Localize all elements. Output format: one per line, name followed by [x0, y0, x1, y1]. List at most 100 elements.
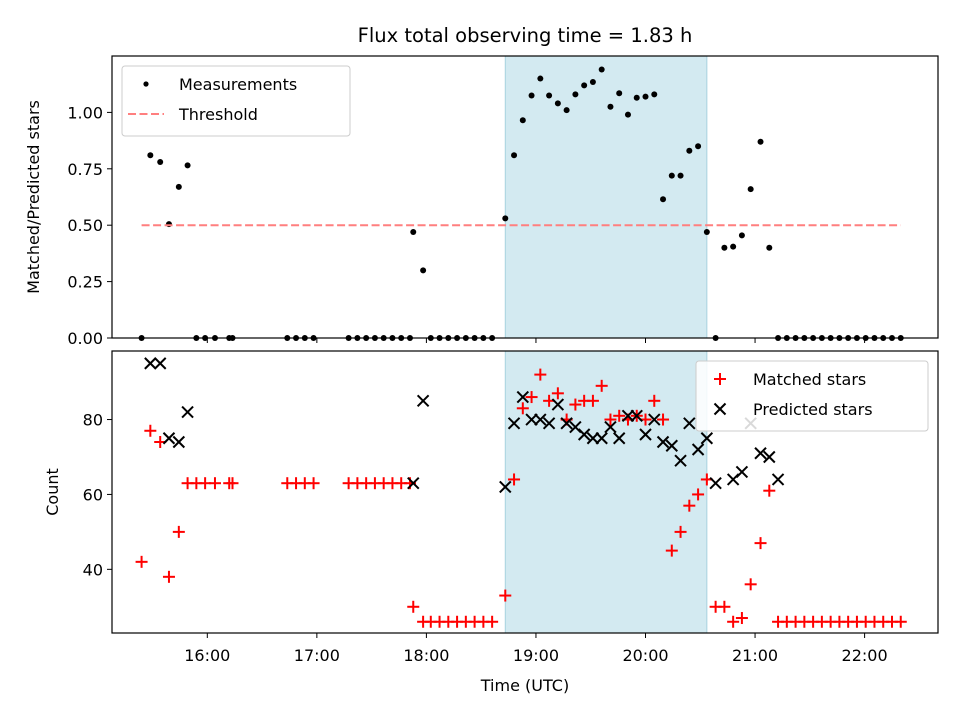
top-legend-label-measurements: Measurements [179, 75, 297, 94]
bottom-point-predicted-stars [604, 420, 617, 434]
bottom-point-predicted-stars [683, 417, 696, 430]
top-legend-label-threshold: Threshold [178, 105, 258, 124]
top-point-measurements [511, 152, 518, 159]
bottom-point-matched-stars [516, 402, 529, 415]
bottom-point-matched-stars [144, 424, 157, 437]
top-point-measurements [554, 100, 561, 107]
bottom-x-tick-label: 20:00 [622, 646, 668, 665]
bottom-point-predicted-stars [674, 454, 687, 467]
top-point-measurements [642, 93, 649, 100]
top-point-measurements [616, 90, 623, 97]
bottom-y-axis-label: Count [43, 468, 62, 516]
bottom-point-predicted-stars [771, 473, 785, 486]
bottom-point-matched-stars [718, 600, 731, 613]
bottom-series-matched-stars [135, 368, 907, 628]
bottom-point-matched-stars [208, 477, 221, 490]
top-point-measurements [633, 94, 640, 101]
bottom-point-predicted-stars [735, 465, 749, 479]
top-point-measurements [757, 138, 764, 145]
top-point-measurements [721, 244, 728, 251]
top-point-measurements [747, 186, 754, 193]
top-point-measurements [563, 107, 570, 114]
top-point-measurements [410, 228, 417, 235]
bottom-point-matched-stars [595, 379, 608, 392]
bottom-y-tick-label: 60 [83, 485, 103, 504]
bottom-point-predicted-stars [763, 450, 776, 464]
bottom-point-matched-stars [508, 473, 521, 486]
bottom-point-predicted-stars [499, 480, 512, 494]
bottom-point-matched-stars [665, 544, 678, 557]
top-y-tick-label: 0.75 [67, 160, 103, 179]
bottom-point-matched-stars [226, 477, 239, 490]
top-point-measurements [703, 228, 710, 235]
bottom-point-predicted-stars [656, 435, 670, 449]
top-y-tick-label: 0.25 [67, 273, 103, 292]
top-point-measurements [589, 78, 596, 85]
bottom-panel: 16:00 17:00 18:00 19:00 20:00 21:00 22:00 40 60 8… [83, 350, 939, 665]
top-legend-marker-measurements [143, 81, 149, 87]
bottom-point-matched-stars [407, 600, 420, 613]
bottom-x-tick-label: 19:00 [513, 646, 559, 665]
top-point-measurements [502, 215, 509, 222]
top-point-measurements [546, 92, 553, 99]
bottom-point-predicted-stars [551, 398, 565, 411]
bottom-legend-marker-predicted-stars [713, 402, 727, 416]
bottom-point-predicted-stars [648, 413, 661, 426]
bottom-point-matched-stars [894, 615, 907, 628]
bottom-x-tick-label: 21:00 [732, 646, 778, 665]
bottom-point-matched-stars [551, 387, 564, 400]
bottom-point-matched-stars [735, 612, 748, 625]
bottom-point-matched-stars [162, 570, 175, 583]
bottom-point-predicted-stars [162, 432, 176, 445]
bottom-y-tick-label: 80 [83, 411, 103, 430]
top-point-measurements [572, 91, 579, 98]
bottom-point-matched-stars [486, 615, 499, 628]
bottom-point-matched-stars [657, 413, 670, 426]
bottom-point-predicted-stars [416, 394, 430, 408]
top-point-measurements [677, 172, 684, 179]
bottom-point-matched-stars [534, 368, 547, 381]
bottom-point-predicted-stars [709, 476, 722, 490]
bottom-point-matched-stars [307, 477, 320, 490]
bottom-point-matched-stars [613, 409, 626, 422]
bottom-point-predicted-stars [639, 428, 652, 441]
top-legend-box [121, 65, 351, 137]
bottom-point-matched-stars [569, 398, 582, 411]
bottom-point-matched-stars [727, 615, 740, 628]
bottom-point-predicted-stars [691, 443, 705, 456]
bottom-y-tick-label: 40 [83, 560, 103, 579]
top-y-axis-label: Matched/Predicted stars [24, 100, 43, 294]
top-point-measurements [184, 162, 191, 169]
top-y-tick-label: 0.50 [67, 216, 103, 235]
bottom-point-predicted-stars [560, 417, 573, 430]
top-point-measurements [766, 244, 773, 251]
bottom-point-matched-stars [586, 394, 599, 407]
bottom-point-predicted-stars [577, 428, 591, 441]
chart-title: Flux total observing time = 1.83 h [358, 24, 693, 47]
top-point-measurements [420, 267, 427, 274]
bottom-point-matched-stars [754, 537, 767, 550]
bottom-point-predicted-stars [144, 357, 157, 370]
bottom-point-predicted-stars [181, 405, 194, 419]
bottom-point-predicted-stars [700, 432, 714, 445]
bottom-legend-label-matched-stars: Matched stars [753, 370, 866, 389]
top-point-measurements [695, 143, 702, 150]
top-point-measurements [598, 66, 605, 73]
bottom-point-predicted-stars [407, 476, 420, 490]
top-point-measurements [651, 91, 658, 98]
top-point-measurements [607, 103, 614, 110]
top-point-measurements [581, 82, 588, 89]
bottom-point-matched-stars [648, 394, 661, 407]
top-axes-frame [111, 55, 939, 339]
top-y-tick-label: 1.00 [67, 103, 103, 122]
bottom-x-tick-label: 18:00 [403, 646, 449, 665]
bottom-point-matched-stars [525, 391, 538, 404]
top-point-measurements [624, 111, 631, 118]
bottom-highlight-span [505, 351, 707, 633]
bottom-legend-box [695, 360, 929, 432]
bottom-point-predicted-stars [507, 417, 521, 430]
top-y-tick-label: 0.00 [67, 329, 103, 348]
bottom-point-predicted-stars [516, 390, 530, 404]
bottom-legend-label-predicted-stars: Predicted stars [753, 400, 873, 419]
